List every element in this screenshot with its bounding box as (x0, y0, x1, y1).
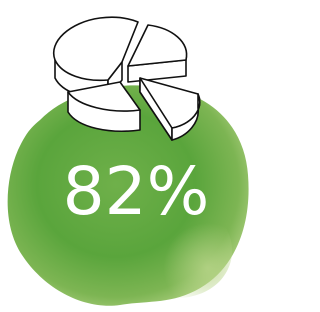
page: {"stat": {"label": "82%"}} 82% (() (0, 0, 255, 312)
stat-value: 82% (63, 153, 210, 230)
infographic: 82% (0, 0, 255, 312)
